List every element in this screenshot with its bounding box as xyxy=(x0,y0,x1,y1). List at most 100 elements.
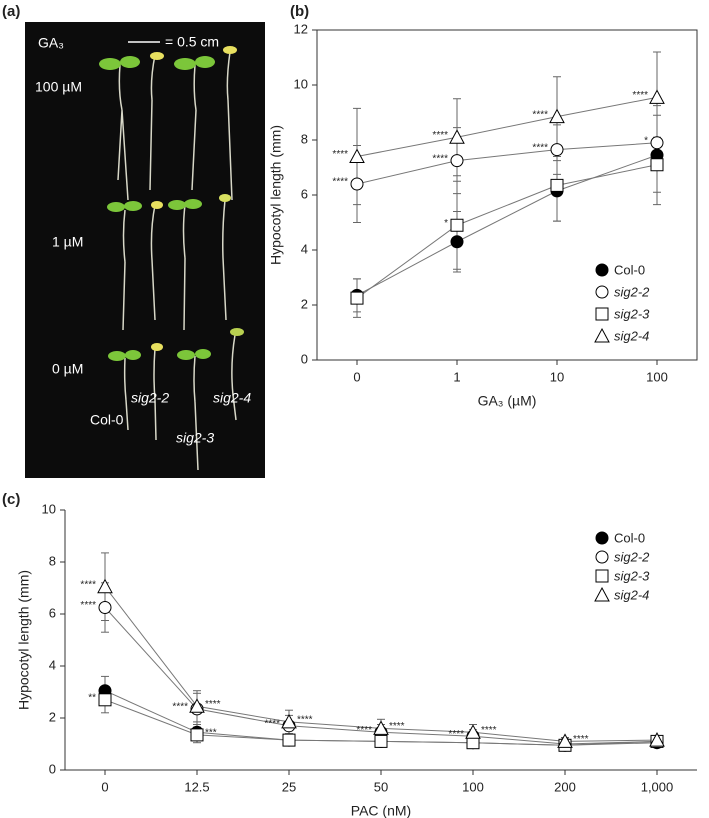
legend-label: Col-0 xyxy=(614,530,645,545)
significance-label: **** xyxy=(332,177,348,188)
significance-label: **** xyxy=(80,579,96,590)
y-tick-label: 6 xyxy=(301,186,308,201)
marker xyxy=(98,693,112,707)
marker xyxy=(649,89,665,104)
y-tick-label: 2 xyxy=(301,296,308,311)
marker xyxy=(595,263,609,277)
marker xyxy=(650,136,664,150)
marker xyxy=(595,531,609,545)
marker xyxy=(650,158,664,172)
x-tick-label: 0 xyxy=(353,369,360,384)
significance-label: **** xyxy=(432,153,448,164)
row-label: 1 µM xyxy=(52,234,83,250)
y-axis-label: Hypocotyl length (mm) xyxy=(268,125,284,265)
cotyledons xyxy=(99,46,244,361)
series-line xyxy=(356,142,658,185)
significance-label: **** xyxy=(297,715,313,726)
marker xyxy=(550,143,564,157)
significance-label: **** xyxy=(264,718,280,729)
panel-label: (a) xyxy=(2,3,20,20)
x-tick-label: 12.5 xyxy=(184,779,209,794)
x-tick-label: 100 xyxy=(462,779,484,794)
marker xyxy=(281,713,297,729)
marker xyxy=(594,586,610,602)
marker xyxy=(190,728,204,742)
y-tick-label: 0 xyxy=(49,761,56,776)
significance-label: **** xyxy=(481,725,497,736)
legend-label: Col-0 xyxy=(614,262,645,277)
significance-label: **** xyxy=(448,729,464,740)
legend-label: sig2-4 xyxy=(614,587,649,602)
scale-label: = 0.5 cm xyxy=(165,34,219,50)
genotype-label: sig2-4 xyxy=(213,390,251,406)
panel-label: (c) xyxy=(2,491,20,508)
y-tick-label: 10 xyxy=(42,501,56,516)
genotype-label: Col-0 xyxy=(90,412,124,428)
significance-label: * xyxy=(444,218,448,229)
series-line xyxy=(356,154,658,296)
x-tick-label: 50 xyxy=(374,779,388,794)
marker xyxy=(595,550,609,564)
treatment-label: GA₃ xyxy=(38,35,64,51)
marker xyxy=(595,307,609,321)
legend-label: sig2-3 xyxy=(614,568,650,583)
marker xyxy=(189,698,205,713)
x-tick-label: 200 xyxy=(554,779,576,794)
y-axis-label: Hypocotyl length (mm) xyxy=(16,570,32,710)
significance-label: **** xyxy=(80,600,96,611)
x-axis-label: GA₃ (µM) xyxy=(478,393,537,409)
legend-label: sig2-4 xyxy=(614,328,649,343)
panel-label: (b) xyxy=(290,3,309,20)
marker xyxy=(373,720,389,735)
y-tick-label: 4 xyxy=(49,657,56,672)
marker xyxy=(595,569,609,583)
marker xyxy=(349,148,365,163)
legend-label: sig2-2 xyxy=(614,549,650,564)
photo: GA₃ = 0.5 cm 100 µM 1 µM 0 µM Col-0 sig2… xyxy=(25,22,265,478)
significance-label: **** xyxy=(332,149,348,160)
series-line xyxy=(104,586,658,742)
marker xyxy=(282,733,296,747)
significance-label: **** xyxy=(573,734,589,745)
y-tick-label: 2 xyxy=(49,709,56,724)
significance-label: **** xyxy=(205,699,221,710)
significance-label: **** xyxy=(432,130,448,141)
marker xyxy=(350,177,364,191)
marker xyxy=(374,734,388,748)
significance-label: **** xyxy=(632,90,648,101)
row-label: 0 µM xyxy=(52,361,83,377)
marker xyxy=(594,327,610,343)
y-tick-label: 8 xyxy=(301,131,308,146)
legend-label: sig2-3 xyxy=(614,306,650,321)
marker xyxy=(595,285,609,299)
y-tick-label: 10 xyxy=(294,76,308,91)
marker xyxy=(350,291,364,305)
series-line xyxy=(356,96,658,157)
significance-label: ** xyxy=(88,692,96,703)
marker xyxy=(549,108,565,124)
marker xyxy=(465,724,481,739)
significance-label: **** xyxy=(532,142,548,153)
significance-label: **** xyxy=(172,702,188,713)
series-line xyxy=(356,164,658,299)
significance-label: **** xyxy=(389,721,405,732)
marker xyxy=(449,129,465,144)
legend-label: sig2-2 xyxy=(614,284,650,299)
x-tick-label: 100 xyxy=(646,369,668,384)
y-tick-label: 6 xyxy=(49,605,56,620)
y-tick-label: 4 xyxy=(301,241,308,256)
y-tick-label: 0 xyxy=(301,351,308,366)
genotype-label: sig2-2 xyxy=(131,390,169,406)
photo-background xyxy=(25,22,265,478)
genotype-label: sig2-3 xyxy=(176,430,214,446)
marker xyxy=(450,235,464,249)
marker xyxy=(450,154,464,168)
significance-label: *** xyxy=(205,728,217,739)
x-tick-label: 1,000 xyxy=(641,779,674,794)
marker xyxy=(97,578,113,594)
significance-label: **** xyxy=(532,109,548,120)
x-tick-label: 25 xyxy=(282,779,296,794)
marker xyxy=(98,601,112,614)
x-tick-label: 0 xyxy=(101,779,108,794)
